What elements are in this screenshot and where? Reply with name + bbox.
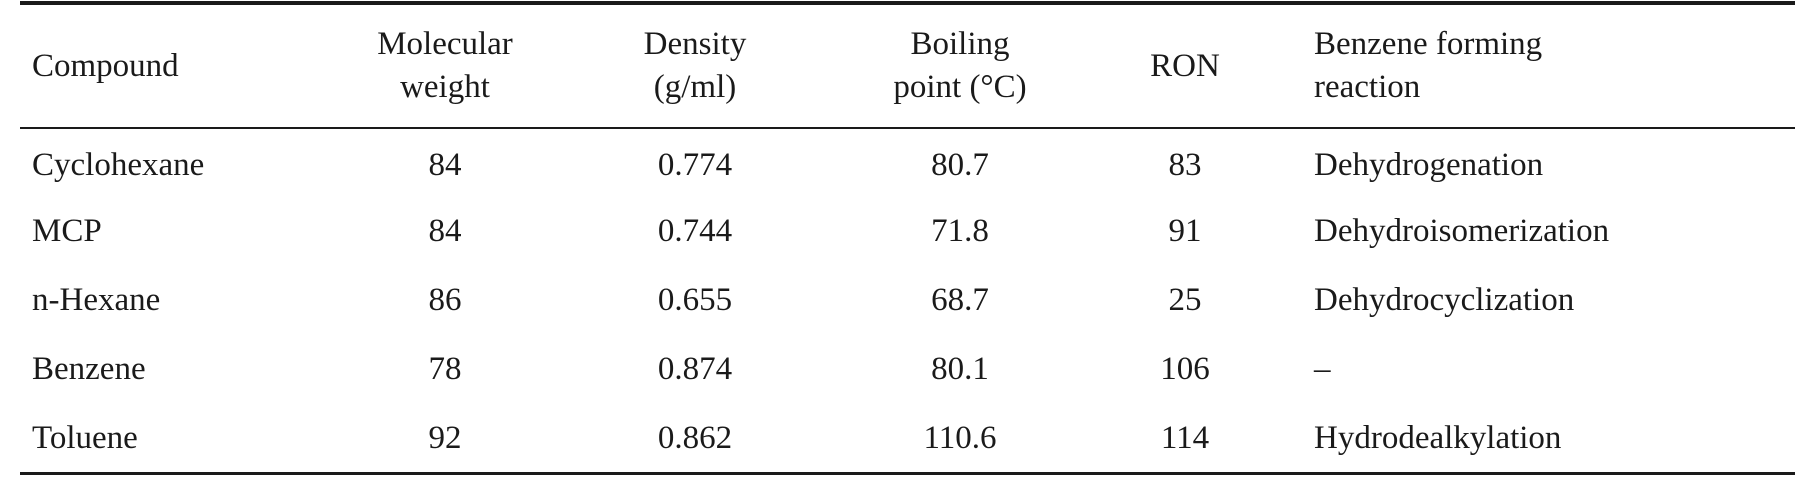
cell-molecular-weight: 84 <box>428 146 462 183</box>
cell-compound: n-Hexane <box>32 281 161 318</box>
cell-boiling-point: 68.7 <box>931 281 989 318</box>
header-row: Compound Molecular weight Density (g/ml)… <box>20 5 1795 127</box>
cell-molecular-weight: 86 <box>428 281 462 318</box>
cell-density: 0.874 <box>657 350 733 387</box>
data-table: Compound Molecular weight Density (g/ml)… <box>20 5 1795 472</box>
cell-reaction: Dehydrocyclization <box>1314 281 1575 318</box>
cell-reaction: Dehydrogenation <box>1314 146 1544 183</box>
cell-reaction: Hydrodealkylation <box>1314 419 1562 456</box>
table-row: Cyclohexane 84 0.774 80.7 83 Dehydrogena… <box>20 127 1795 196</box>
header-boiling-point: Boiling point (°C) <box>893 26 1027 105</box>
cell-reaction: – <box>1314 350 1331 387</box>
cell-compound: Toluene <box>32 419 138 456</box>
cell-boiling-point: 80.7 <box>931 146 989 183</box>
cell-ron: 25 <box>1168 281 1202 318</box>
cell-density: 0.744 <box>657 212 733 249</box>
cell-ron: 91 <box>1168 212 1202 249</box>
cell-reaction: Dehydroisomerization <box>1314 212 1610 249</box>
table-row: Benzene 78 0.874 80.1 106 – <box>20 334 1795 403</box>
cell-compound: Benzene <box>32 350 146 387</box>
cell-density: 0.655 <box>657 281 733 318</box>
table-row: MCP 84 0.744 71.8 91 Dehydroisomerizatio… <box>20 196 1795 265</box>
header-rule <box>20 127 1795 129</box>
cell-molecular-weight: 92 <box>428 419 462 456</box>
top-rule <box>20 1 1795 5</box>
cell-compound: MCP <box>32 212 102 249</box>
cell-boiling-point: 71.8 <box>931 212 989 249</box>
bottom-rule <box>20 472 1795 475</box>
header-density: Density (g/ml) <box>643 26 747 105</box>
cell-compound: Cyclohexane <box>32 146 205 183</box>
cell-ron: 106 <box>1160 350 1210 387</box>
cell-boiling-point: 110.6 <box>923 419 997 456</box>
header-molecular-weight: Molecular weight <box>377 26 513 105</box>
table-row: n-Hexane 86 0.655 68.7 25 Dehydrocycliza… <box>20 265 1795 334</box>
cell-density: 0.774 <box>657 146 733 183</box>
cell-density: 0.862 <box>657 419 733 456</box>
header-ron: RON <box>1150 47 1220 84</box>
cell-ron: 114 <box>1160 419 1210 456</box>
header-compound: Compound <box>32 47 179 84</box>
table-row: Toluene 92 0.862 110.6 114 Hydrodealkyla… <box>20 403 1795 472</box>
cell-boiling-point: 80.1 <box>931 350 989 387</box>
cell-molecular-weight: 78 <box>428 350 462 387</box>
cell-ron: 83 <box>1168 146 1202 183</box>
header-benzene-forming-reaction: Benzene forming reaction <box>1314 26 1543 105</box>
cell-molecular-weight: 84 <box>428 212 462 249</box>
